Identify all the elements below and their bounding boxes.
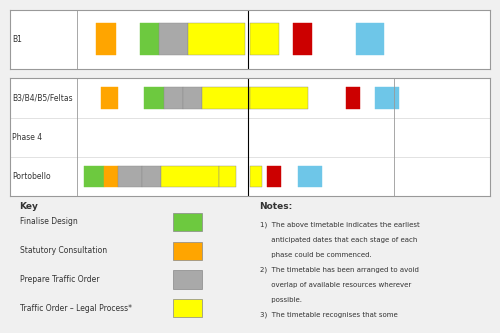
Text: Traffic Order – Legal Process*: Traffic Order – Legal Process* bbox=[20, 304, 132, 313]
Text: Portobello: Portobello bbox=[12, 172, 51, 181]
Text: Statutory Consultation: Statutory Consultation bbox=[20, 246, 106, 255]
Bar bbox=[267, 166, 281, 187]
Text: Notes:: Notes: bbox=[260, 202, 293, 211]
Text: 2)  The timetable has been arranged to avoid: 2) The timetable has been arranged to av… bbox=[260, 267, 418, 273]
Bar bbox=[118, 166, 142, 187]
Bar bbox=[250, 23, 279, 56]
Text: Prepare Traffic Order: Prepare Traffic Order bbox=[20, 275, 99, 284]
Text: Finalise Design: Finalise Design bbox=[20, 217, 78, 226]
Bar bbox=[104, 166, 118, 187]
Bar bbox=[101, 87, 118, 109]
Bar bbox=[250, 87, 308, 109]
Bar bbox=[173, 213, 202, 231]
Bar bbox=[164, 87, 183, 109]
Text: B1: B1 bbox=[12, 35, 22, 44]
Bar bbox=[173, 299, 202, 317]
Bar bbox=[346, 87, 360, 109]
Text: overlap of available resources wherever: overlap of available resources wherever bbox=[260, 282, 411, 288]
Text: possible.: possible. bbox=[260, 297, 302, 303]
Bar bbox=[250, 166, 262, 187]
Bar bbox=[298, 166, 322, 187]
Text: 3)  The timetable recognises that some: 3) The timetable recognises that some bbox=[260, 312, 398, 318]
Bar bbox=[144, 87, 164, 109]
Text: Phase 4: Phase 4 bbox=[12, 133, 42, 142]
Bar bbox=[202, 87, 250, 109]
Bar bbox=[173, 270, 202, 288]
Bar bbox=[183, 87, 202, 109]
Bar bbox=[356, 23, 384, 56]
Text: Key: Key bbox=[20, 202, 38, 211]
Text: 1)  The above timetable indicates the earliest: 1) The above timetable indicates the ear… bbox=[260, 222, 420, 228]
Bar bbox=[219, 166, 236, 187]
Bar bbox=[161, 166, 219, 187]
Bar bbox=[142, 166, 161, 187]
Bar bbox=[140, 23, 159, 56]
Text: phase could be commenced.: phase could be commenced. bbox=[260, 252, 372, 258]
Bar bbox=[96, 23, 116, 56]
Bar bbox=[375, 87, 399, 109]
Text: anticipated dates that each stage of each: anticipated dates that each stage of eac… bbox=[260, 237, 417, 243]
Bar bbox=[84, 166, 103, 187]
Bar bbox=[173, 241, 202, 260]
Bar bbox=[293, 23, 312, 56]
Bar bbox=[188, 23, 245, 56]
Bar bbox=[159, 23, 188, 56]
Text: B3/B4/B5/Feltas: B3/B4/B5/Feltas bbox=[12, 94, 73, 103]
